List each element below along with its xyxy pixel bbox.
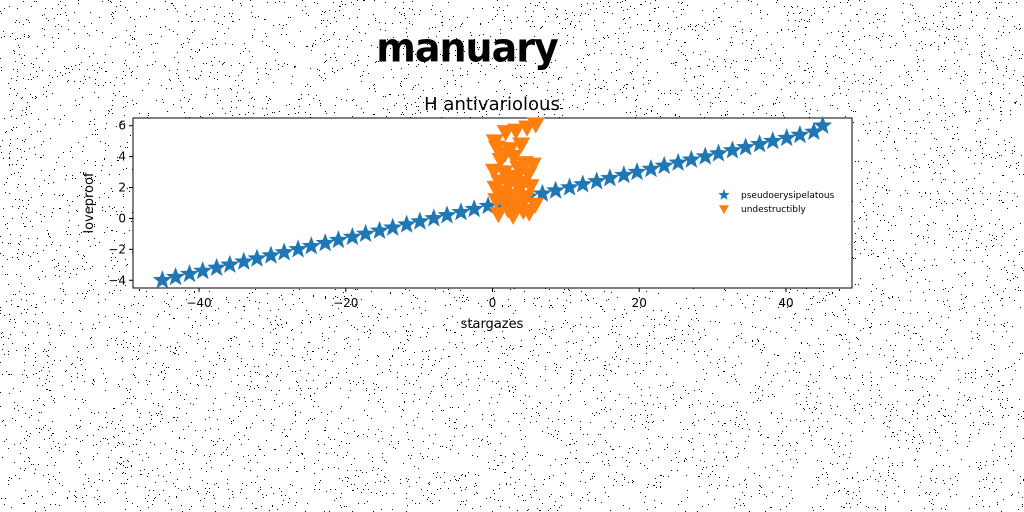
data-point-star [193,261,213,280]
data-point-triangle [526,117,545,134]
data-point-star [288,239,308,258]
data-point-triangle [517,190,536,207]
x-tick-label: 0 [489,296,497,310]
data-point-triangle [509,194,528,211]
data-point-triangle [489,207,508,224]
data-point-star [356,223,376,242]
series-undestructibly [484,117,545,225]
data-point-star [261,245,281,264]
data-point-star [397,214,417,233]
data-point-star [668,152,688,171]
data-point-star [179,264,199,283]
data-point-star [315,233,335,252]
data-point-star [587,171,607,190]
data-point-star [274,242,294,261]
data-point-star [166,267,186,286]
data-point-star [383,217,403,236]
data-point-triangle [495,146,514,163]
data-point-triangle [506,123,525,140]
page-title: manuary [376,24,559,72]
data-point-star [328,230,348,249]
data-point-star [560,177,580,196]
data-point-star [478,196,498,215]
data-point-star [750,134,770,153]
y-tick-label: 6 [118,119,126,133]
data-point-star [464,199,484,218]
data-point-star [654,155,674,174]
data-point-star [546,180,566,199]
data-point-star [804,121,824,140]
data-point-star [220,254,240,273]
data-point-star [301,236,321,255]
y-tick-label: −2 [108,242,126,256]
legend-triangle-shape [719,205,729,215]
data-point-star [627,162,647,181]
x-tick-label: −20 [333,296,358,310]
data-point-star [641,159,661,178]
chart-title: H antivariolous [424,94,560,115]
data-point-star [370,220,390,239]
legend-marker-triangle [719,205,729,215]
y-tick-label: 4 [118,150,126,164]
legend-item-undestructibly: undestructibly [719,205,806,215]
data-point-triangle [520,205,539,222]
x-axis-label: stargazes [461,317,524,332]
data-point-star [451,202,471,221]
data-point-star [614,165,634,184]
data-point-triangle [504,208,523,225]
data-point-star [708,143,728,162]
legend-label-pseudoerysipelatous: pseudoerysipelatous [741,191,835,201]
data-point-triangle [523,157,542,174]
data-point-star [695,146,715,165]
legend-marker-star [718,189,730,200]
data-point-triangle [501,169,520,187]
data-point-star [152,270,172,289]
data-point-star [681,149,701,168]
data-point-star [736,137,756,156]
data-point-star [532,183,552,202]
legend: pseudoerysipelatous undestructibly [718,189,835,215]
y-tick-label: 0 [118,211,126,225]
data-point-star [247,248,267,267]
x-tick-label: 20 [632,296,647,310]
data-point-triangle [512,137,531,154]
data-point-star [763,131,783,150]
data-point-star [573,174,593,193]
data-point-star [234,251,254,270]
data-point-star [410,211,430,230]
data-point-star [437,205,457,224]
data-point-star [777,128,797,147]
data-point-star [424,208,444,227]
legend-label-undestructibly: undestructibly [741,205,806,215]
y-tick-label: 2 [118,181,126,195]
data-marks [152,115,833,289]
data-point-star [207,257,227,276]
data-point-triangle [486,180,505,197]
data-point-star [600,168,620,187]
data-point-triangle [487,140,506,157]
x-tick-label: 40 [778,296,793,310]
y-tick-label: −4 [108,273,126,287]
legend-star-shape [718,189,730,200]
data-point-star [722,140,742,159]
data-point-star [813,115,833,134]
data-point-triangle [512,162,531,179]
data-point-star [342,227,362,246]
x-tick-label: −40 [186,296,211,310]
data-point-star [790,125,810,144]
y-axis-label: loveproof [82,172,97,233]
legend-item-pseudoerysipelatous: pseudoerysipelatous [718,189,835,201]
